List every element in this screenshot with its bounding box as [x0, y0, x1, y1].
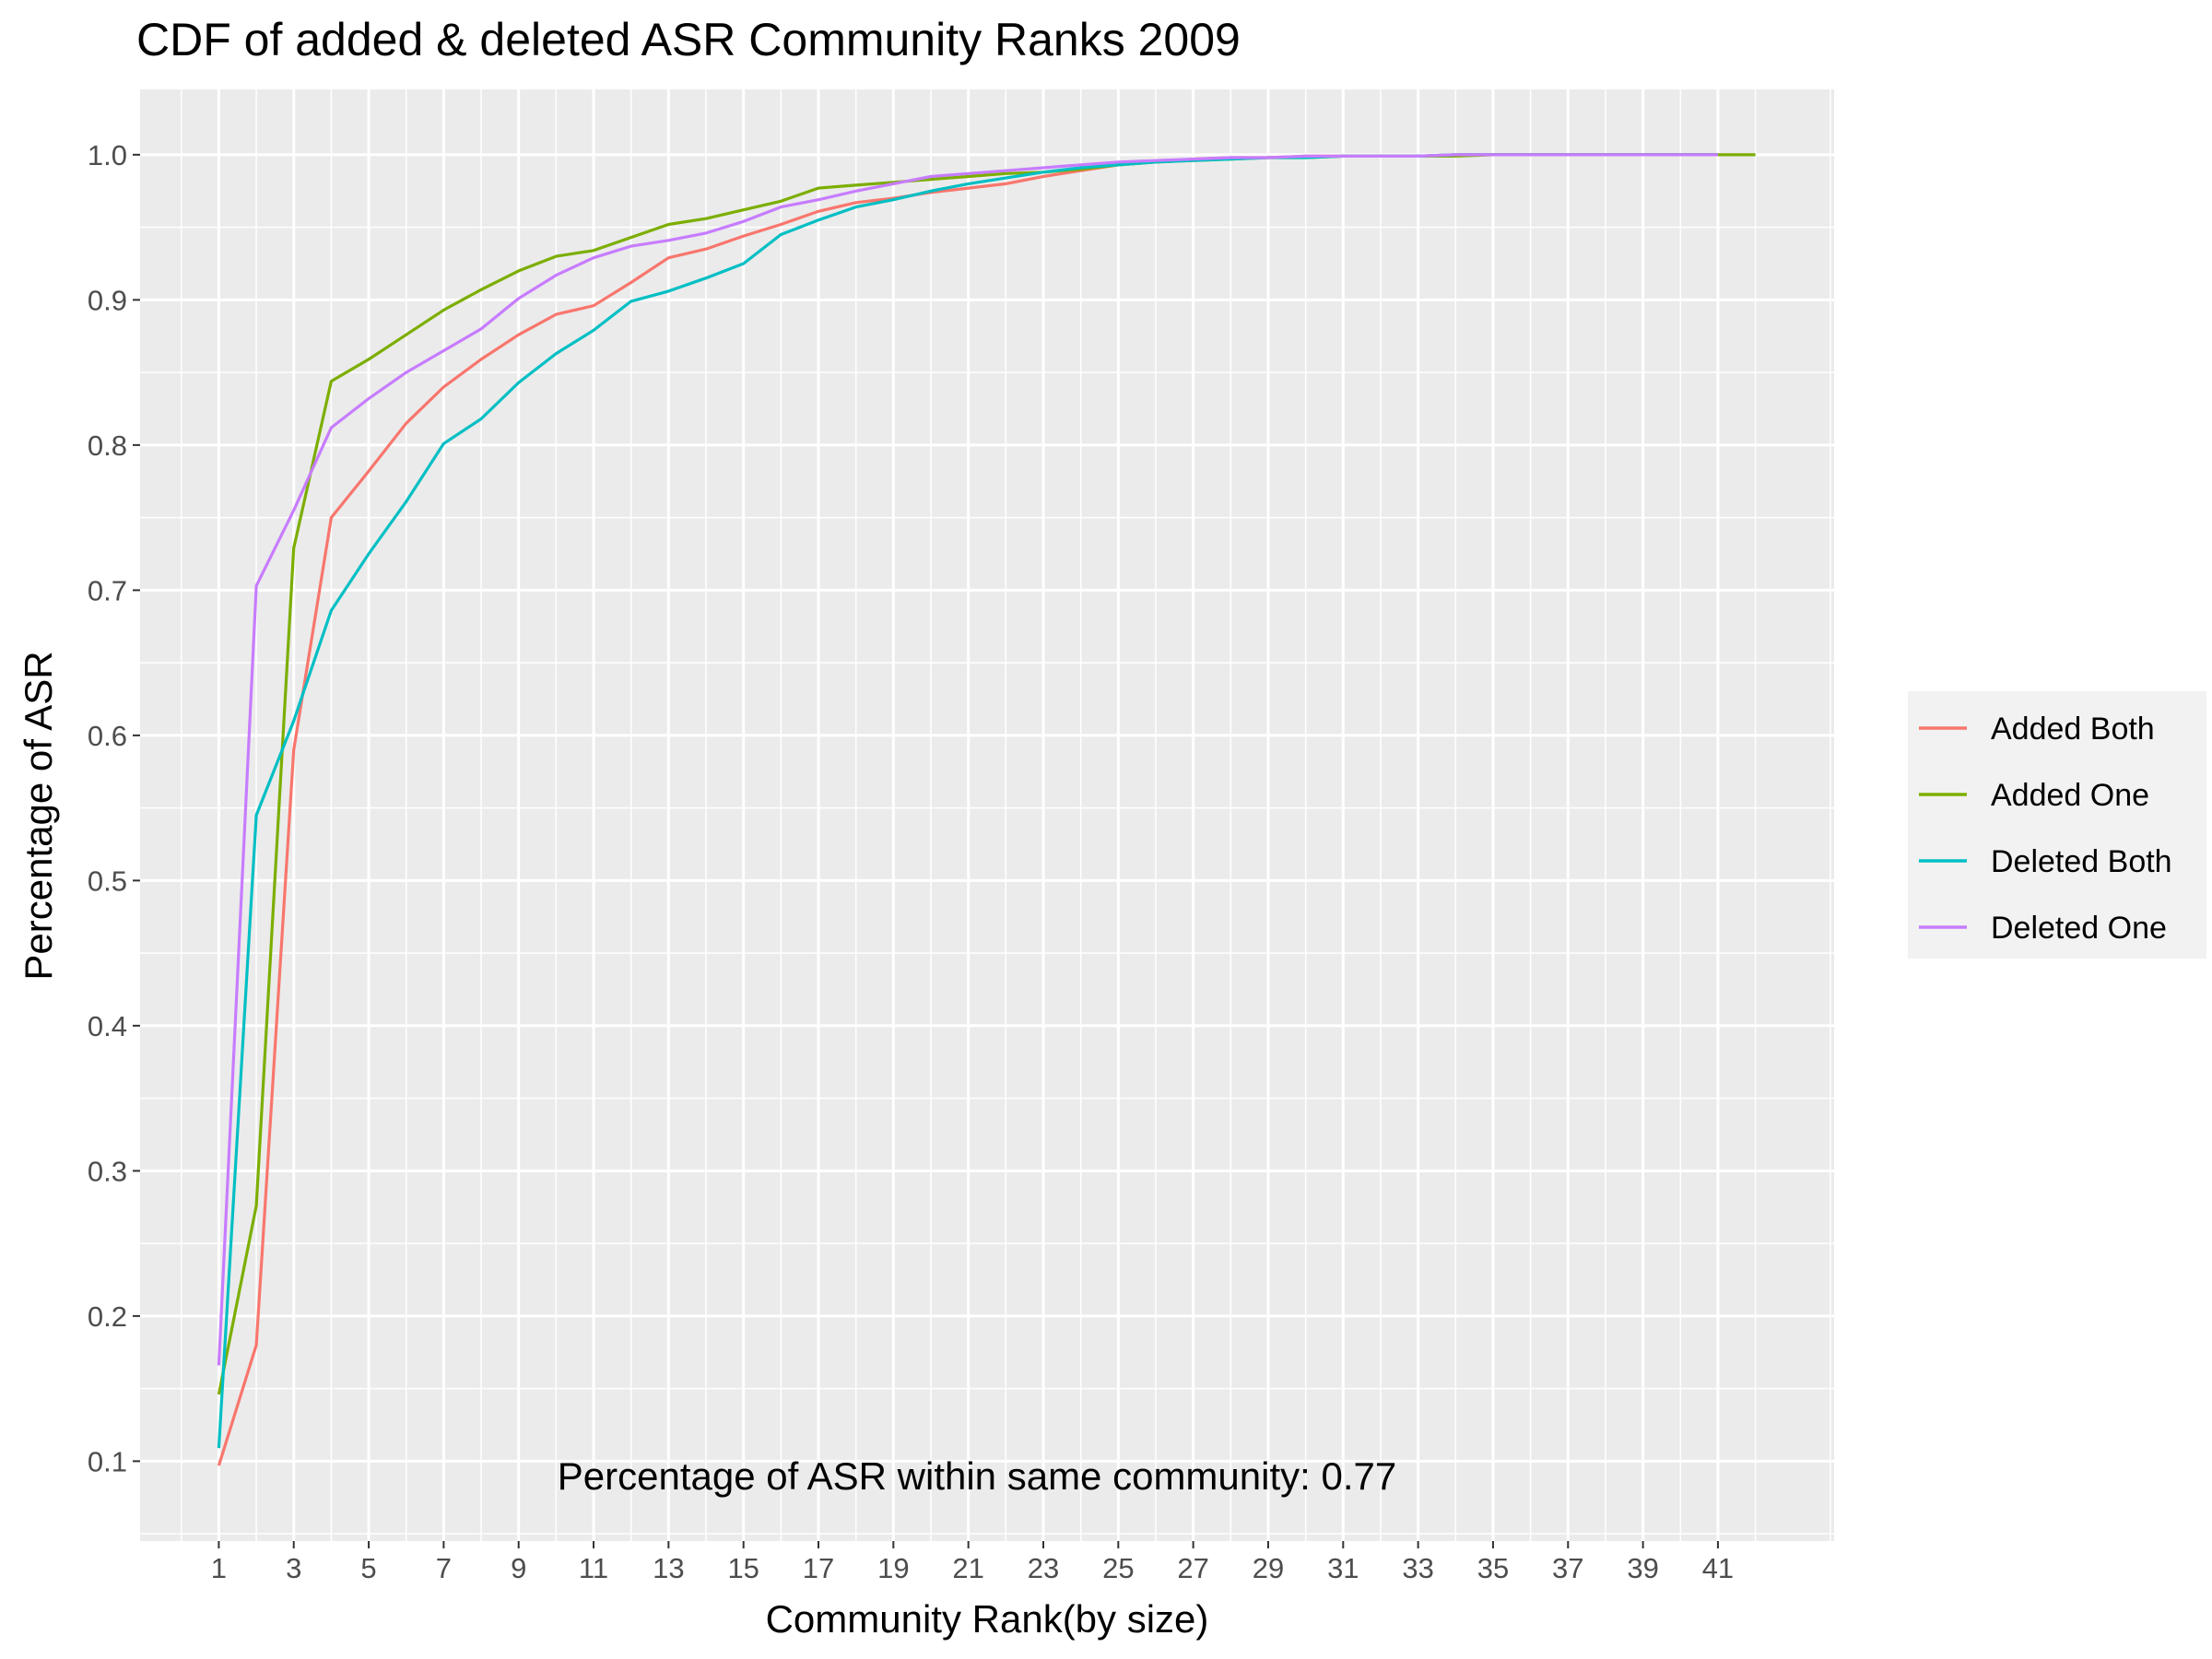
y-tick-label: 0.6	[88, 720, 127, 752]
x-tick-label: 39	[1627, 1552, 1658, 1584]
x-tick-label: 25	[1102, 1552, 1134, 1584]
x-tick-label: 21	[952, 1552, 983, 1584]
x-tick-label: 3	[286, 1552, 301, 1584]
x-tick-label: 33	[1402, 1552, 1433, 1584]
x-tick-label: 13	[653, 1552, 684, 1584]
x-tick-label: 17	[803, 1552, 834, 1584]
y-axis: 0.1 0.2 0.3 0.4 0.5 0.6 0.7 0.8 0.9 1.0	[88, 139, 140, 1477]
x-tick-label: 1	[211, 1552, 227, 1584]
x-axis: 1 3 5 7 9 11 13 15 17 19 21 23 25 27 29 31 33 35 37 39 41	[211, 1541, 1734, 1584]
x-tick-label: 41	[1702, 1552, 1734, 1584]
series-lines	[217, 153, 1756, 1466]
legend-label: Added Both	[1991, 712, 2155, 747]
x-tick-label: 11	[579, 1552, 608, 1584]
legend-label: Added One	[1991, 778, 2149, 813]
x-axis-title: Community Rank(by size)	[766, 1597, 1209, 1641]
y-tick-label: 0.4	[88, 1010, 127, 1042]
x-tick-label: 5	[360, 1552, 376, 1584]
x-tick-label: 19	[877, 1552, 909, 1584]
minor-gridlines	[140, 89, 1834, 1541]
x-tick-label: 31	[1327, 1552, 1359, 1584]
legend-label: Deleted One	[1991, 911, 2167, 946]
y-axis-title: Percentage of ASR	[17, 651, 60, 980]
y-tick-label: 1.0	[88, 139, 127, 171]
chart-annotation: Percentage of ASR within same community:…	[558, 1454, 1396, 1498]
x-tick-label: 7	[436, 1552, 452, 1584]
y-tick-label: 0.1	[88, 1445, 127, 1477]
y-tick-label: 0.3	[88, 1155, 127, 1187]
y-tick-label: 0.5	[88, 865, 127, 897]
x-tick-label: 9	[511, 1552, 526, 1584]
legend-label: Deleted Both	[1991, 844, 2172, 879]
x-tick-label: 27	[1177, 1552, 1208, 1584]
x-tick-label: 29	[1253, 1552, 1284, 1584]
x-tick-label: 35	[1477, 1552, 1509, 1584]
x-tick-label: 37	[1552, 1552, 1583, 1584]
legend: Added Both Added One Deleted Both Deleted O…	[1908, 691, 2206, 959]
major-gridlines	[140, 89, 1834, 1541]
series-line-deleted-one	[217, 153, 1718, 1366]
x-tick-label: 23	[1028, 1552, 1059, 1584]
y-tick-label: 0.8	[88, 429, 127, 462]
x-tick-label: 15	[727, 1552, 759, 1584]
chart-title: CDF of added & deleted ASR Community Ran…	[136, 14, 1241, 65]
y-tick-label: 0.9	[88, 284, 127, 316]
y-tick-label: 0.2	[88, 1300, 127, 1333]
y-tick-label: 0.7	[88, 574, 127, 606]
plot-panel	[140, 89, 1834, 1541]
